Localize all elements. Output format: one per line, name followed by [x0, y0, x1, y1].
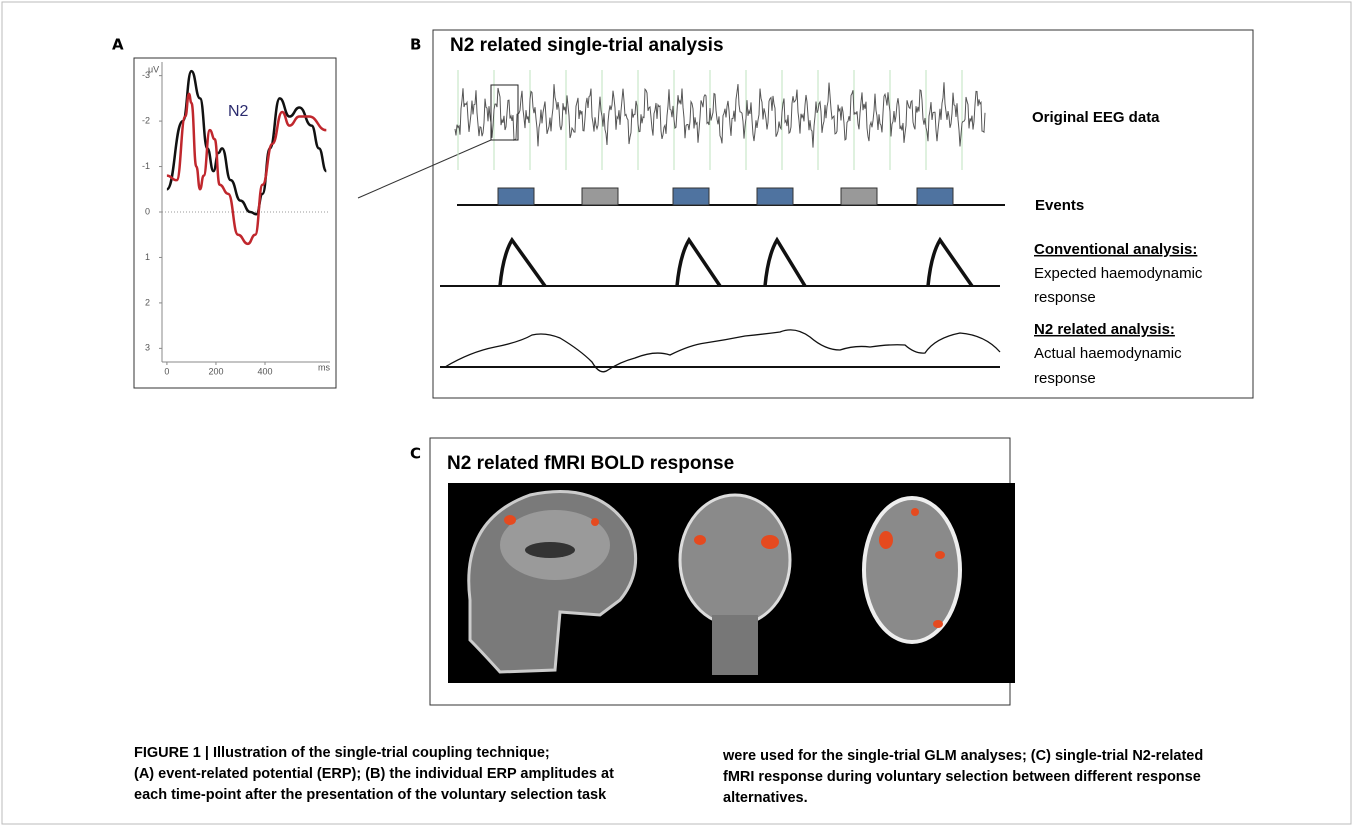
y-tick-label: 1	[145, 252, 150, 262]
row-text: Expected haemodynamic	[1034, 265, 1203, 282]
row-text: response	[1034, 289, 1096, 306]
y-tick-label: -1	[142, 161, 150, 171]
event	[582, 188, 618, 205]
panel-title: N2 related fMRI BOLD response	[447, 453, 734, 474]
row-heading: Conventional analysis:	[1034, 241, 1197, 258]
panel-label: B	[410, 36, 421, 54]
caption-line: fMRI response during voluntary selection…	[723, 769, 1201, 785]
event	[757, 188, 793, 205]
y-tick-label: 2	[145, 297, 150, 307]
row-heading: N2 related analysis:	[1034, 321, 1175, 338]
figure: A μV ms N2 -3-2-101230200400 B N2 relate…	[0, 0, 1354, 827]
panel-title: N2 related single-trial analysis	[450, 35, 724, 56]
row-text: response	[1034, 370, 1096, 387]
x-tick-label: 400	[257, 366, 272, 376]
event	[841, 188, 877, 205]
x-tick-label: 200	[208, 366, 223, 376]
y-tick-label: -3	[142, 70, 150, 80]
row-label: Original EEG data	[1032, 109, 1160, 126]
annotation: N2	[228, 103, 249, 120]
brain-axial	[864, 498, 960, 642]
caption-line: were used for the single-trial GLM analy…	[722, 748, 1203, 764]
event	[673, 188, 709, 205]
caption-line: (A) event-related potential (ERP); (B) t…	[134, 766, 614, 782]
caption-line: each time-point after the presentation o…	[134, 787, 607, 803]
y-tick-label: -2	[142, 115, 150, 125]
hrf	[500, 240, 972, 286]
caption-line: alternatives.	[723, 790, 808, 806]
event	[917, 188, 953, 205]
x-unit: ms	[318, 362, 330, 372]
panel-label: A	[112, 36, 124, 54]
events	[498, 188, 953, 205]
row-label: Events	[1035, 197, 1084, 214]
panel-b-box	[433, 30, 1253, 398]
panel-label: C	[410, 445, 421, 463]
caption-line: FIGURE 1 | Illustration of the single-tr…	[134, 745, 550, 761]
connector	[358, 140, 491, 198]
y-tick-label: 0	[145, 206, 150, 216]
x-tick-label: 0	[164, 366, 169, 376]
bold-signal	[445, 330, 1000, 372]
y-tick-label: 3	[145, 343, 150, 353]
eeg-trace	[455, 82, 985, 147]
event	[498, 188, 534, 205]
row-text: Actual haemodynamic	[1034, 345, 1182, 362]
